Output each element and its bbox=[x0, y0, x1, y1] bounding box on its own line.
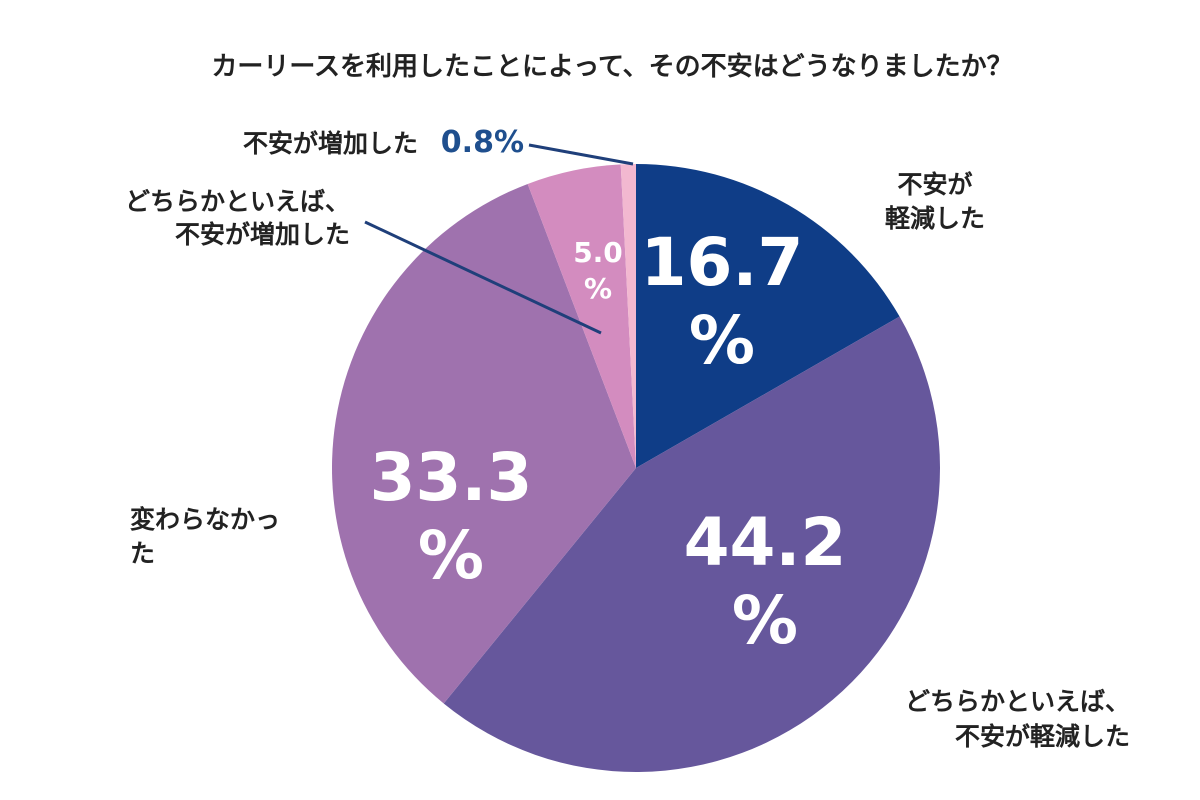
slice-category-label: 変わらなかった bbox=[130, 505, 280, 568]
leader-lines bbox=[364, 143, 634, 335]
value-labels: 16.7 % 44.2 % 33.3 % 5.0 % 0.8% bbox=[370, 125, 847, 659]
pie-slices bbox=[331, 163, 941, 773]
slice-category-label: どちらかといえば、不安が軽減した bbox=[905, 687, 1130, 751]
leader-line bbox=[528, 143, 634, 166]
chart-title: カーリースを利用したことによって、その不安はどうなりましたか？ bbox=[211, 52, 1012, 82]
pie-slice bbox=[443, 316, 941, 773]
slice-value-label: 5.0% bbox=[573, 236, 623, 305]
pie-slice bbox=[527, 164, 636, 468]
slice-category-label: どちらかといえば、不安が増加した bbox=[125, 187, 350, 249]
slice-value-label: 33.3% bbox=[370, 439, 533, 594]
slice-category-label: 不安が増加した bbox=[243, 129, 418, 158]
pie-slice bbox=[620, 163, 636, 468]
slice-category-label: 不安が軽減した bbox=[885, 170, 985, 233]
slice-value-label: 44.2% bbox=[684, 504, 847, 659]
slice-value-label: 16.7% bbox=[641, 224, 804, 379]
leader-line bbox=[364, 220, 602, 335]
pie-slice bbox=[636, 163, 900, 468]
slice-value-label: 0.8% bbox=[441, 125, 524, 160]
